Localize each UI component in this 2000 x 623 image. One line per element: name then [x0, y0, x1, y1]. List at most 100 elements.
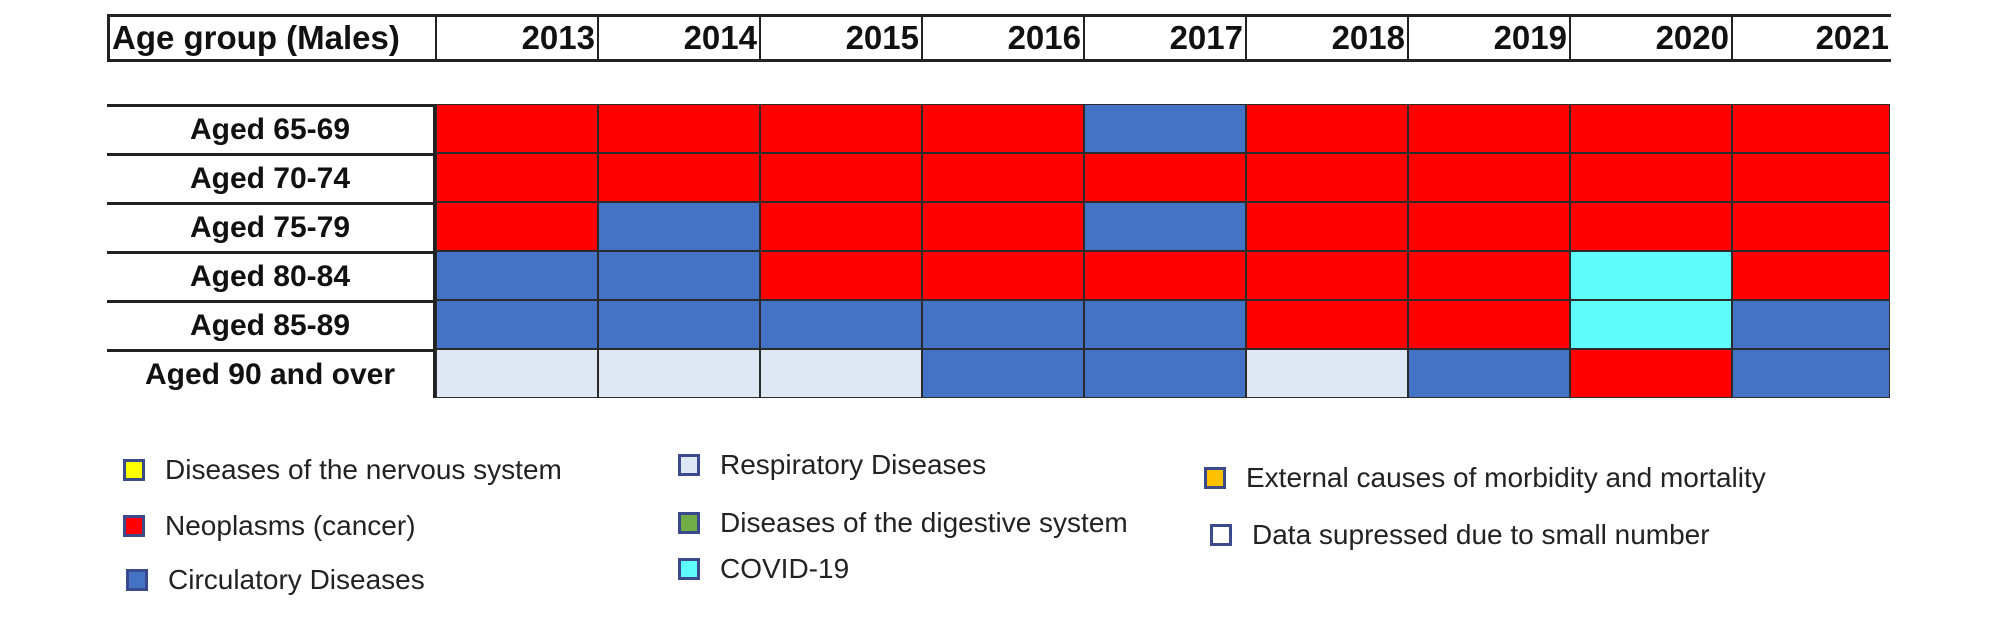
legend-item-nervous: Diseases of the nervous system	[123, 454, 562, 486]
heatmap-cell	[436, 349, 598, 398]
heatmap-cell	[1246, 300, 1408, 349]
heatmap-cell	[598, 202, 760, 251]
heatmap-cell	[1246, 104, 1408, 153]
legend-swatch	[123, 515, 145, 537]
legend-swatch	[678, 512, 700, 534]
heatmap-cell	[1084, 251, 1246, 300]
legend-label: Diseases of the digestive system	[720, 507, 1128, 538]
year-header-2013: 2013	[437, 17, 599, 59]
heatmap-row: Aged 80-84	[107, 251, 1890, 300]
heatmap-cell	[1570, 202, 1732, 251]
row-label: Aged 65-69	[107, 104, 433, 153]
legend-swatch	[678, 558, 700, 580]
legend-item-digestive: Diseases of the digestive system	[678, 507, 1128, 539]
heatmap-cell	[760, 251, 922, 300]
heatmap-cell	[1570, 104, 1732, 153]
heatmap-cell	[1408, 300, 1570, 349]
heatmap-cell	[922, 349, 1084, 398]
year-header-2017: 2017	[1085, 17, 1247, 59]
legend-item-circulatory: Circulatory Diseases	[126, 564, 425, 596]
heatmap-cell	[436, 300, 598, 349]
header-row: Age group (Males) 2013 2014 2015 2016 2017 20…	[107, 14, 1891, 62]
legend-item-respiratory: Respiratory Diseases	[678, 449, 986, 481]
heatmap-grid: Aged 65-69 Aged 70-74 Aged 75-79 Aged 80-84…	[107, 104, 1890, 398]
legend-item-suppressed: Data supressed due to small number	[1210, 519, 1710, 551]
heatmap-cell	[598, 104, 760, 153]
legend-label: External causes of morbidity and mortali…	[1246, 462, 1766, 493]
legend-label: Respiratory Diseases	[720, 449, 987, 480]
row-label: Aged 75-79	[107, 202, 433, 251]
year-header-2019: 2019	[1409, 17, 1571, 59]
heatmap-cell	[1732, 300, 1890, 349]
heatmap-cell	[760, 349, 922, 398]
heatmap-cell	[436, 153, 598, 202]
heatmap-cell	[922, 104, 1084, 153]
legend-label: Data supressed due to small number	[1252, 519, 1710, 550]
heatmap-cell	[1732, 104, 1890, 153]
year-header-2015: 2015	[761, 17, 923, 59]
heatmap-cell	[1408, 104, 1570, 153]
heatmap-cell	[922, 251, 1084, 300]
legend-label: Diseases of the nervous system	[165, 454, 562, 485]
heatmap-row: Aged 70-74	[107, 153, 1890, 202]
heatmap-cell	[1570, 349, 1732, 398]
legend-item-covid: COVID-19	[678, 553, 849, 585]
heatmap-cell	[1084, 300, 1246, 349]
heatmap-cell	[1246, 349, 1408, 398]
row-label: Aged 70-74	[107, 153, 433, 202]
heatmap-cell	[1084, 153, 1246, 202]
heatmap-cell	[598, 300, 760, 349]
heatmap-cell	[922, 300, 1084, 349]
heatmap-cell	[436, 202, 598, 251]
heatmap-cell	[1084, 349, 1246, 398]
legend-label: Circulatory Diseases	[168, 564, 425, 595]
legend-label: Neoplasms (cancer)	[165, 510, 416, 541]
heatmap-cell	[1570, 251, 1732, 300]
heatmap-row: Aged 65-69	[107, 104, 1890, 153]
heatmap-cell	[1732, 202, 1890, 251]
legend-item-external: External causes of morbidity and mortali…	[1204, 462, 1766, 494]
year-header-2021: 2021	[1815, 19, 1889, 56]
legend-swatch	[1204, 467, 1226, 489]
heatmap-cell	[1084, 202, 1246, 251]
heatmap-cell	[1246, 251, 1408, 300]
heatmap-cell	[1732, 251, 1890, 300]
heatmap-cell	[1570, 153, 1732, 202]
legend-swatch	[1210, 524, 1232, 546]
legend-swatch	[678, 454, 700, 476]
heatmap-row: Aged 85-89	[107, 300, 1890, 349]
legend-swatch	[123, 459, 145, 481]
heatmap-cell	[598, 251, 760, 300]
year-header-2016: 2016	[923, 17, 1085, 59]
heatmap-cell	[1570, 300, 1732, 349]
heatmap-cell	[1246, 202, 1408, 251]
legend-swatch	[126, 569, 148, 591]
heatmap-cell	[1408, 153, 1570, 202]
heatmap-cell	[922, 202, 1084, 251]
heatmap-cell	[760, 153, 922, 202]
row-label: Aged 80-84	[107, 251, 433, 300]
heatmap-cell	[436, 251, 598, 300]
heatmap-cell	[1732, 349, 1890, 398]
legend-label: COVID-19	[720, 553, 850, 584]
heatmap-cell	[922, 153, 1084, 202]
heatmap-cell	[598, 349, 760, 398]
heatmap-cell	[1084, 104, 1246, 153]
legend-item-neoplasms: Neoplasms (cancer)	[123, 510, 416, 542]
heatmap-cell	[760, 300, 922, 349]
year-header-2014: 2014	[599, 17, 761, 59]
heatmap-cell	[598, 153, 760, 202]
heatmap-cell	[1246, 153, 1408, 202]
row-label: Aged 85-89	[107, 300, 433, 349]
row-label: Aged 90 and over	[107, 349, 433, 398]
heatmap-cell	[1408, 349, 1570, 398]
heatmap-cell	[436, 104, 598, 153]
heatmap-cell	[1732, 153, 1890, 202]
heatmap-cell	[760, 104, 922, 153]
year-header-2018: 2018	[1247, 17, 1409, 59]
heatmap-row: Aged 75-79	[107, 202, 1890, 251]
year-header-2020: 2020	[1571, 17, 1733, 59]
heatmap-row: Aged 90 and over	[107, 349, 1890, 398]
heatmap-cell	[1408, 251, 1570, 300]
heatmap-cell	[760, 202, 922, 251]
